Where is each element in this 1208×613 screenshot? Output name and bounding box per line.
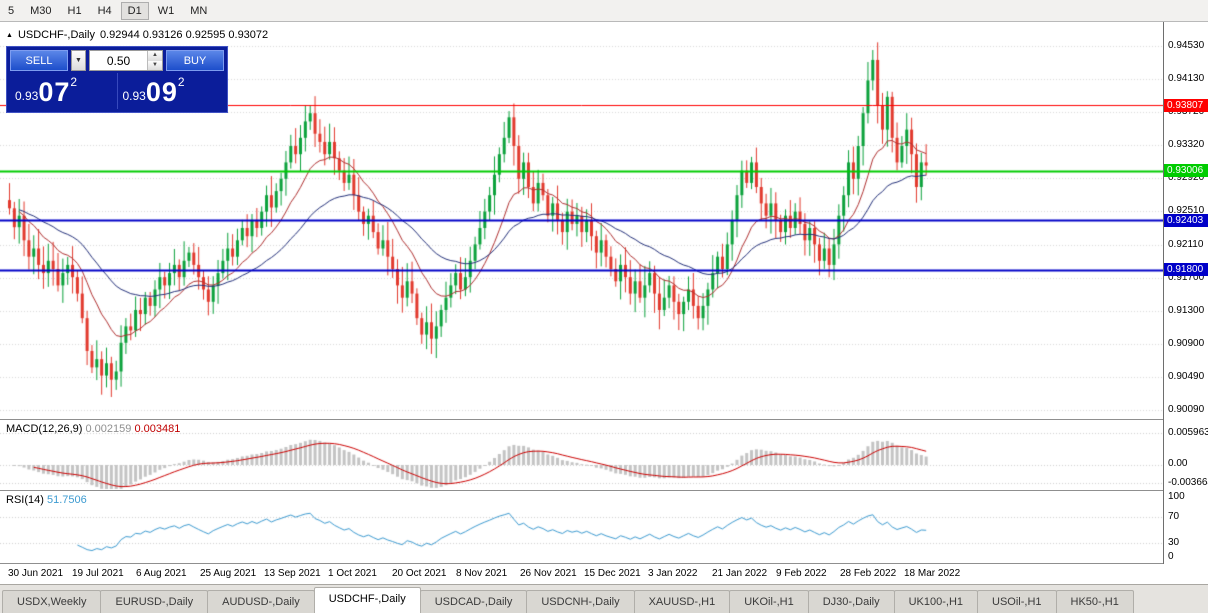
timeframe-button-w1[interactable]: W1 — [157, 4, 175, 17]
lot-size-field[interactable]: 0.50 ▲ ▼ — [89, 50, 163, 71]
timeframe-button-m30[interactable]: M30 — [30, 4, 52, 17]
price-level-tag: 0.91800 — [1164, 263, 1208, 277]
price-axis-label: 0.92510 — [1168, 205, 1205, 217]
chart-tab[interactable]: DJ30-,Daily — [807, 590, 895, 613]
lot-preset-dropdown-icon[interactable]: ▼ — [71, 50, 86, 71]
timeframe-button-5[interactable]: 5 — [8, 4, 15, 17]
date-label: 25 Aug 2021 — [200, 568, 257, 579]
rsi-indicator-label: RSI(14) 51.7506 — [6, 494, 87, 506]
date-label: 26 Nov 2021 — [520, 568, 577, 579]
date-axis[interactable]: 30 Jun 2021 19 Jul 2021 6 Aug 2021 25 Aug 2… — [0, 564, 1163, 584]
chart-symbol-label: USDCHF-,Daily — [17, 29, 95, 41]
rsi-name: RSI(14) — [6, 494, 44, 506]
buy-price-sup: 2 — [177, 75, 185, 89]
chart-macd-splitter[interactable] — [0, 419, 1208, 420]
price-axis-label: 0.92920 — [1168, 172, 1205, 184]
date-label: 20 Oct 2021 — [392, 568, 447, 579]
chart-tab[interactable]: USDCHF-,Daily — [313, 587, 421, 613]
chart-tab[interactable]: HK50-,H1 — [1055, 590, 1134, 613]
rsi-axis-label: 100 — [1168, 491, 1185, 502]
chart-tab[interactable]: USDCNH-,Daily — [526, 590, 635, 613]
chart-tab[interactable]: EURUSD-,Daily — [100, 590, 209, 613]
price-axis-label: 0.94530 — [1168, 40, 1205, 51]
price-axis-label: 0.93320 — [1168, 139, 1205, 151]
chart-tab[interactable]: USDX,Weekly — [2, 590, 102, 613]
timeframe-button-d1[interactable]: D1 — [120, 1, 149, 20]
date-label: 21 Jan 2022 — [712, 568, 768, 579]
lot-decrease-icon[interactable]: ▼ — [148, 60, 162, 70]
price-axis-label: 0.91700 — [1168, 271, 1205, 283]
macd-indicator-label: MACD(12,26,9) 0.002159 0.003481 — [6, 423, 180, 435]
price-axis-label: 0.90490 — [1168, 370, 1205, 382]
price-axis-label: 0.94130 — [1168, 73, 1205, 85]
date-label: 1 Oct 2021 — [328, 568, 377, 579]
lot-stepper[interactable]: ▲ ▼ — [147, 51, 162, 70]
chart-tab-bar: USDX,Weekly EURUSD-,Daily AUDUSD-,Daily USD… — [0, 584, 1208, 613]
timeframe-button-h1[interactable]: H1 — [67, 4, 82, 17]
macd-axis-label: 0.00 — [1168, 458, 1188, 469]
price-axis-label: 0.91300 — [1168, 304, 1205, 316]
sell-price-sup: 2 — [70, 75, 78, 89]
macd-axis-label: 0.005963 — [1168, 427, 1208, 438]
rsi-axis-label: 70 — [1168, 511, 1180, 522]
chart-tab[interactable]: AUDUSD-,Daily — [207, 590, 315, 613]
chart-tab[interactable]: UK100-,H1 — [893, 590, 979, 613]
date-label: 28 Feb 2022 — [840, 568, 897, 579]
sell-price-big: 07 — [38, 77, 71, 107]
chart-tab[interactable]: XAUUSD-,H1 — [633, 590, 731, 613]
date-label: 6 Aug 2021 — [136, 568, 187, 579]
price-level-tag: 0.93006 — [1164, 164, 1208, 178]
date-label: 3 Jan 2022 — [648, 568, 698, 579]
buy-price-display[interactable]: 0.93 09 2 — [116, 73, 225, 109]
one-click-trading-panel: SELL ▼ 0.50 ▲ ▼ BUY 0.93 07 2 0.93 09 2 — [6, 46, 228, 113]
date-label: 9 Feb 2022 — [776, 568, 827, 579]
price-axis-label: 0.90900 — [1168, 337, 1205, 349]
macd-main-value: 0.002159 — [85, 423, 132, 435]
macd-signal-value: 0.003481 — [134, 423, 181, 435]
buy-price-big: 09 — [145, 77, 178, 107]
buy-price-small: 0.93 — [122, 89, 146, 103]
price-level-tag: 0.92403 — [1164, 213, 1208, 227]
macd-axis-label: -0.003664 — [1168, 477, 1208, 488]
price-axis[interactable]: 0.945300.941300.937200.933200.929200.925… — [1163, 22, 1208, 564]
date-label: 13 Sep 2021 — [264, 568, 321, 579]
sell-price-small: 0.93 — [15, 89, 39, 103]
date-label: 19 Jul 2021 — [72, 568, 124, 579]
chart-tab[interactable]: USDCAD-,Daily — [419, 590, 528, 613]
price-axis-label: 0.92110 — [1168, 238, 1204, 250]
date-label: 18 Mar 2022 — [904, 568, 961, 579]
rsi-axis-label: 0 — [1168, 551, 1174, 562]
timeframe-button-mn[interactable]: MN — [190, 4, 208, 17]
chart-tab[interactable]: UKOil-,H1 — [729, 590, 809, 613]
rsi-axis-label: 30 — [1168, 537, 1180, 548]
sell-button[interactable]: SELL — [10, 50, 68, 71]
chart-ohlc-values: 0.92944 0.93126 0.92595 0.93072 — [99, 29, 269, 41]
macd-name: MACD(12,26,9) — [6, 423, 83, 435]
price-level-tag: 0.93807 — [1164, 98, 1208, 112]
timeframe-button-h4[interactable]: H4 — [97, 4, 112, 17]
chart-title: ▲ USDCHF-,Daily 0.92944 0.93126 0.92595 … — [6, 29, 268, 41]
timeframe-toolbar: 5 M30 H1 H4 D1 W1 MN — [0, 0, 1208, 22]
price-axis-label: 0.90090 — [1168, 403, 1205, 415]
rsi-bottom-border — [0, 563, 1208, 564]
lot-size-value: 0.50 — [106, 53, 131, 68]
trade-panel-toggle-icon[interactable]: ▲ — [6, 31, 13, 39]
rsi-value: 51.7506 — [46, 494, 87, 506]
buy-button[interactable]: BUY — [166, 50, 224, 71]
date-label: 15 Dec 2021 — [584, 568, 641, 579]
date-label: 8 Nov 2021 — [456, 568, 508, 579]
date-label: 30 Jun 2021 — [8, 568, 64, 579]
macd-rsi-splitter[interactable] — [0, 490, 1208, 491]
chart-tab[interactable]: USOil-,H1 — [977, 590, 1057, 613]
sell-price-display[interactable]: 0.93 07 2 — [10, 73, 117, 109]
lot-increase-icon[interactable]: ▲ — [148, 51, 162, 61]
